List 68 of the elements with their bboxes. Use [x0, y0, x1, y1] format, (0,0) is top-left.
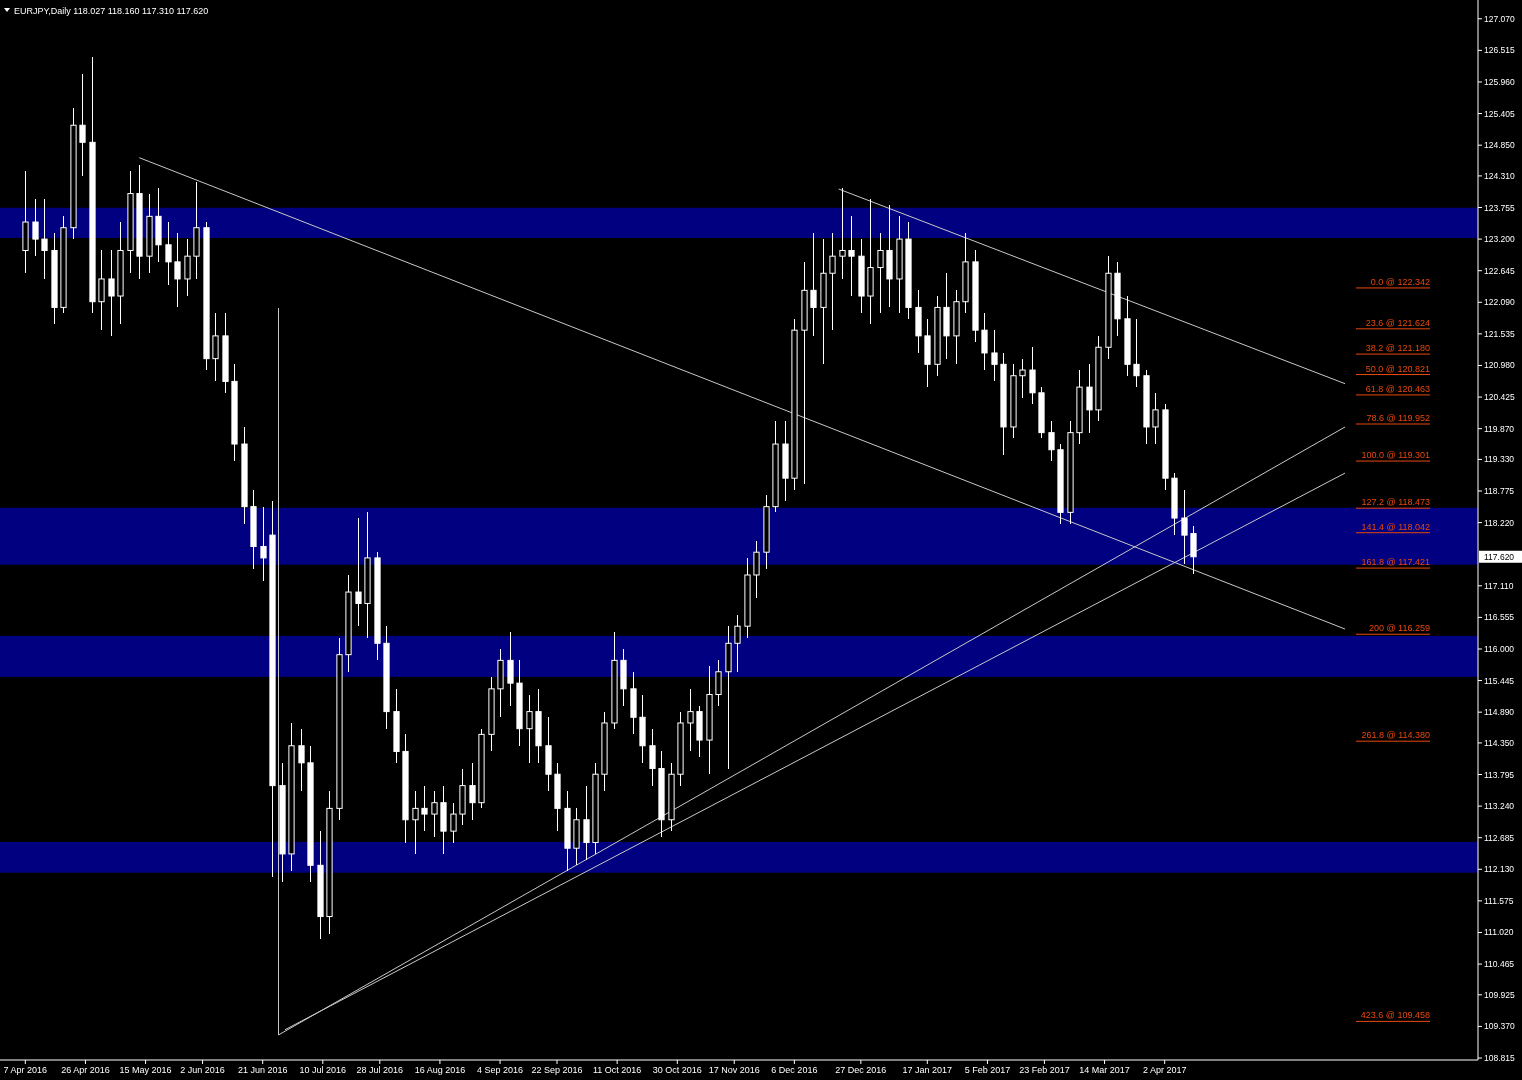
ref-line-label: 78.6 @ 119.952 — [1366, 413, 1430, 423]
x-tick-label: 30 Oct 2016 — [652, 1065, 702, 1075]
y-tick-label: 120.425 — [1484, 392, 1515, 403]
y-tick-label: 112.130 — [1484, 864, 1515, 875]
y-tick-label: 122.645 — [1484, 265, 1515, 276]
y-tick-label: 121.535 — [1484, 328, 1515, 339]
y-tick-label: 111.575 — [1484, 895, 1514, 906]
x-tick-label: 5 Feb 2017 — [964, 1065, 1011, 1075]
y-tick-label: 125.405 — [1484, 108, 1515, 119]
ref-line-label: 261.8 @ 114.380 — [1361, 730, 1430, 741]
y-tick-label: 108.815 — [1484, 1053, 1515, 1064]
ref-line-label: 61.8 @ 120.463 — [1365, 383, 1430, 394]
x-tick-label: 10 Jul 2016 — [299, 1065, 347, 1075]
x-tick-label: 11 Oct 2016 — [592, 1065, 642, 1075]
y-tick-label: 118.220 — [1484, 517, 1515, 528]
y-tick-label: 123.755 — [1484, 202, 1515, 213]
text: 117.620 — [1484, 551, 1515, 562]
y-tick-label: 109.925 — [1484, 989, 1515, 1000]
x-tick-label: 15 May 2016 — [119, 1065, 172, 1075]
y-tick-label: 127.070 — [1484, 13, 1515, 24]
ref-line-label: 127.2 @ 118.473 — [1361, 497, 1430, 508]
ref-line-label: 423.6 @ 109.458 — [1360, 1010, 1430, 1021]
x-tick-label: 7 Apr 2016 — [3, 1065, 48, 1075]
x-tick-label: 27 Dec 2016 — [835, 1065, 887, 1075]
ref-line-label: 38.2 @ 121.180 — [1365, 343, 1430, 354]
y-tick-label: 114.350 — [1484, 737, 1515, 748]
ref-line-label: 141.4 @ 118.042 — [1361, 521, 1430, 532]
y-tick-label: 110.465 — [1484, 959, 1515, 970]
y-tick-label: 116.555 — [1484, 612, 1515, 623]
y-tick-label: 113.795 — [1484, 769, 1515, 780]
x-tick-label: 2 Jun 2016 — [180, 1065, 225, 1075]
y-tick-label: 112.685 — [1484, 832, 1515, 843]
y-tick-label: 109.370 — [1484, 1021, 1515, 1032]
ref-line-label: 23.6 @ 121.624 — [1365, 317, 1430, 328]
x-tick-label: 26 Apr 2016 — [61, 1065, 110, 1075]
y-tick-label: 119.870 — [1484, 423, 1515, 434]
y-tick-label: 111.020 — [1484, 927, 1514, 938]
ref-line-label: 100.0 @ 119.301 — [1361, 450, 1430, 461]
x-tick-label: 6 Dec 2016 — [771, 1065, 818, 1075]
y-tick-label: 118.775 — [1484, 486, 1515, 496]
y-tick-label: 124.310 — [1484, 170, 1515, 181]
y-tick-label: 126.515 — [1484, 45, 1515, 56]
ref-line-label: 50.0 @ 120.821 — [1365, 363, 1430, 374]
x-tick-label: 16 Aug 2016 — [414, 1065, 466, 1075]
x-tick-label: 4 Sep 2016 — [477, 1065, 524, 1075]
y-tick-label: 123.200 — [1484, 234, 1515, 245]
x-tick-label: 28 Jul 2016 — [356, 1065, 404, 1075]
y-tick-label: 117.110 — [1484, 580, 1514, 591]
x-tick-label: 17 Jan 2017 — [902, 1065, 953, 1075]
text: EURJPY,Daily 118.027 118.160 117.310 117.620 — [14, 6, 209, 16]
x-tick-label: 21 Jun 2016 — [237, 1065, 288, 1075]
y-tick-label: 120.980 — [1484, 360, 1515, 371]
y-tick-label: 119.330 — [1484, 454, 1515, 465]
ref-line-label: 200 @ 116.259 — [1368, 623, 1430, 634]
x-tick-label: 14 Mar 2017 — [1079, 1065, 1130, 1075]
ref-line-label: 161.8 @ 117.421 — [1361, 557, 1430, 568]
x-tick-label: 23 Feb 2017 — [1019, 1065, 1070, 1075]
y-tick-label: 116.000 — [1484, 643, 1515, 654]
y-tick-label: 113.240 — [1484, 801, 1515, 812]
y-tick-label: 124.850 — [1484, 140, 1515, 151]
y-tick-label: 115.445 — [1484, 675, 1515, 686]
y-tick-label: 114.890 — [1484, 707, 1515, 718]
x-tick-label: 22 Sep 2016 — [531, 1065, 583, 1075]
ref-line-label: 0.0 @ 122.342 — [1370, 276, 1430, 287]
x-tick-label: 2 Apr 2017 — [1142, 1065, 1187, 1075]
x-tick-label: 17 Nov 2016 — [708, 1065, 760, 1075]
y-tick-label: 122.090 — [1484, 297, 1515, 308]
y-tick-label: 125.960 — [1484, 76, 1515, 87]
